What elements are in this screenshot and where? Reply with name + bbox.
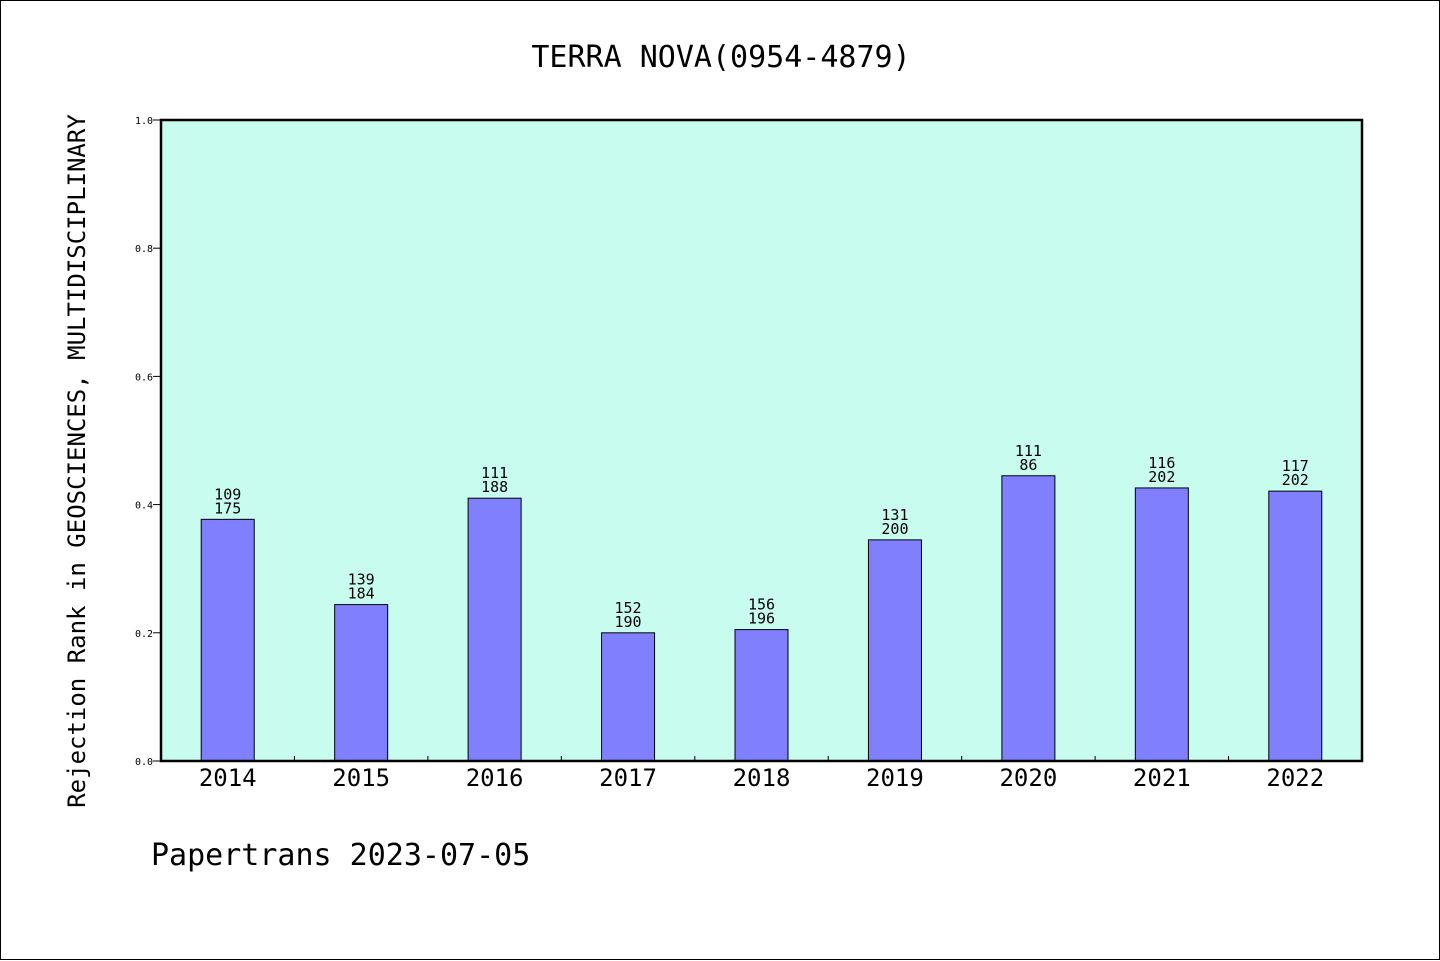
y-tick-label: 0.8 bbox=[135, 244, 153, 255]
y-axis-label: Rejection Rank in GEOSCIENCES, MULTIDISC… bbox=[63, 114, 91, 808]
x-tick-label: 2018 bbox=[733, 764, 791, 792]
bars bbox=[200, 475, 1323, 762]
data-label-bottom: 86 bbox=[1019, 456, 1037, 474]
y-tick-label: 0.0 bbox=[135, 757, 153, 768]
data-labels: 1091751391841111881521901561961312001118… bbox=[214, 442, 1309, 631]
data-label-top: 116 bbox=[1148, 454, 1175, 472]
x-tick-label: 2019 bbox=[866, 764, 924, 792]
data-label-top: 117 bbox=[1282, 457, 1309, 475]
bar bbox=[1001, 475, 1056, 762]
y-axis-ticks: 0.0 0.2 0.4 0.6 0.8 1.0 bbox=[135, 116, 161, 768]
x-tick-label: 2021 bbox=[1133, 764, 1191, 792]
data-label-top: 152 bbox=[615, 599, 642, 617]
data-label-top: 111 bbox=[481, 464, 508, 482]
data-label-bottom: 190 bbox=[615, 613, 642, 631]
y-tick-label: 1.0 bbox=[135, 116, 153, 127]
x-axis-ticks: 2014 2015 2016 2017 2018 2019 2020 2021 2022 bbox=[199, 756, 1324, 792]
y-tick-label: 0.4 bbox=[135, 501, 153, 512]
y-tick-label: 0.2 bbox=[135, 629, 153, 640]
data-label-bottom: 202 bbox=[1148, 468, 1175, 486]
data-label-top: 111 bbox=[1015, 442, 1042, 460]
data-label-bottom: 196 bbox=[748, 610, 775, 628]
x-tick-label: 2017 bbox=[599, 764, 657, 792]
x-tick-label: 2022 bbox=[1266, 764, 1324, 792]
x-tick-label: 2016 bbox=[466, 764, 524, 792]
x-tick-label: 2014 bbox=[199, 764, 257, 792]
data-label-top: 109 bbox=[214, 485, 241, 503]
bar bbox=[601, 632, 656, 762]
y-tick-label: 0.6 bbox=[135, 372, 153, 383]
x-tick-label: 2020 bbox=[999, 764, 1057, 792]
data-label-bottom: 184 bbox=[348, 585, 375, 603]
bar bbox=[467, 497, 522, 762]
bar bbox=[334, 604, 389, 762]
bar bbox=[200, 518, 255, 762]
data-label-bottom: 200 bbox=[881, 520, 908, 538]
data-label-top: 131 bbox=[881, 506, 908, 524]
data-label-top: 139 bbox=[348, 571, 375, 589]
bar bbox=[734, 629, 789, 762]
plot-border bbox=[159, 118, 1364, 763]
bar bbox=[867, 539, 922, 762]
data-label-top: 156 bbox=[748, 596, 775, 614]
chart-title: TERRA NOVA(0954-4879) bbox=[531, 40, 910, 75]
data-label-bottom: 175 bbox=[214, 499, 241, 517]
data-label-bottom: 202 bbox=[1282, 471, 1309, 489]
data-label-bottom: 188 bbox=[481, 478, 508, 496]
x-tick-label: 2015 bbox=[332, 764, 390, 792]
bar bbox=[1134, 487, 1189, 762]
bar bbox=[1268, 490, 1323, 762]
footer-credit: Papertrans 2023-07-05 bbox=[151, 838, 530, 873]
